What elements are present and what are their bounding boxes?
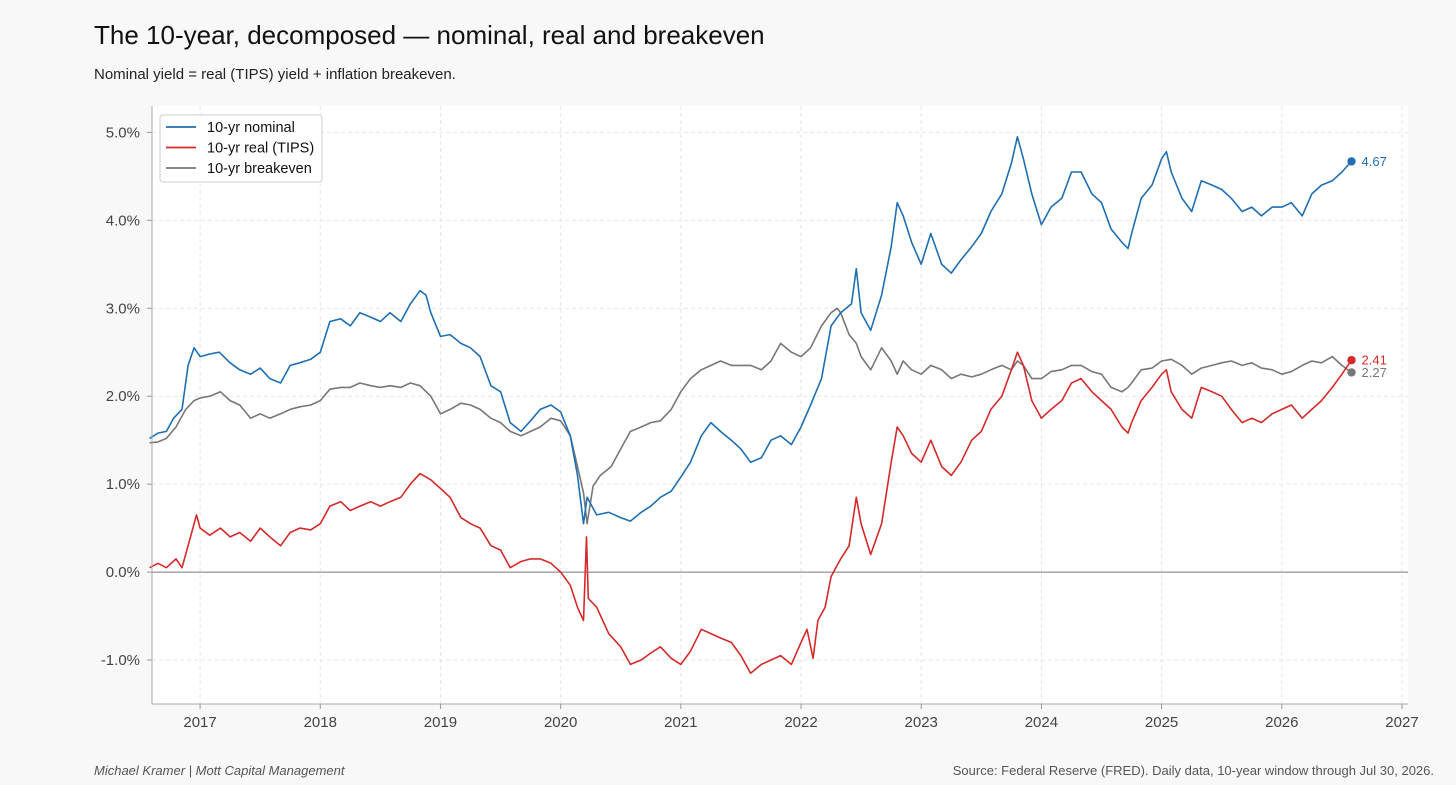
x-axis-ticks: 2017 2018 2019 2020 2021 2022 2023 2024 2025 2026… [183, 704, 1419, 731]
legend-label-1: 10-yr real (TIPS) [207, 141, 314, 157]
y-axis-ticks: -1.0% 0.0% 1.0% 2.0% 3.0% 4.0% 5.0% [101, 124, 152, 669]
x-tick-label: 2019 [424, 714, 457, 731]
x-tick-label: 2022 [784, 714, 817, 731]
y-tick-label: 1.0% [106, 476, 140, 493]
series-end-label-1: 2.41 [1362, 353, 1387, 368]
series-line-2 [149, 307, 1352, 525]
legend-label-0: 10-yr nominal [207, 120, 295, 136]
x-tick-label: 2020 [544, 714, 577, 731]
series-end-marker-1 [1347, 355, 1356, 365]
x-tick-label: 2017 [183, 714, 216, 731]
y-tick-label: 3.0% [106, 300, 140, 317]
x-tick-label: 2027 [1385, 714, 1418, 731]
legend: 10-yr nominal 10-yr real (TIPS) 10-yr brea… [159, 114, 323, 183]
x-tick-label: 2021 [664, 714, 697, 731]
chart-title: The 10-year, decomposed — nominal, real … [94, 20, 765, 50]
series-end-marker-0 [1347, 157, 1356, 166]
legend-label-2: 10-yr breakeven [207, 161, 312, 177]
y-tick-label: 4.0% [106, 212, 140, 229]
legend-box [159, 114, 323, 183]
axes [151, 106, 1408, 705]
series-line-1 [149, 351, 1353, 674]
x-tick-label: 2026 [1265, 714, 1298, 731]
series-end-label-0: 4.67 [1362, 154, 1387, 169]
x-tick-label: 2025 [1145, 714, 1178, 731]
series-end-markers: 4.67 2.412.27 [1347, 154, 1387, 380]
y-tick-label: 2.0% [106, 388, 140, 405]
series-line-0 [149, 136, 1353, 525]
y-tick-label: -1.0% [101, 652, 140, 669]
series-end-marker-2 [1347, 368, 1356, 377]
x-tick-label: 2024 [1025, 714, 1058, 731]
y-tick-label: 5.0% [106, 124, 140, 141]
series-end-label-2: 2.27 [1362, 365, 1387, 380]
series-lines [149, 136, 1353, 674]
x-tick-label: 2018 [304, 714, 337, 731]
plot-area [152, 106, 1408, 704]
x-tick-label: 2023 [905, 714, 938, 731]
footer-source: Source: Federal Reserve (FRED). Daily da… [952, 763, 1434, 778]
footer-credit: Michael Kramer | Mott Capital Management [94, 763, 345, 778]
chart-subtitle: Nominal yield = real (TIPS) yield + infl… [94, 66, 456, 83]
y-tick-label: 0.0% [106, 564, 140, 581]
